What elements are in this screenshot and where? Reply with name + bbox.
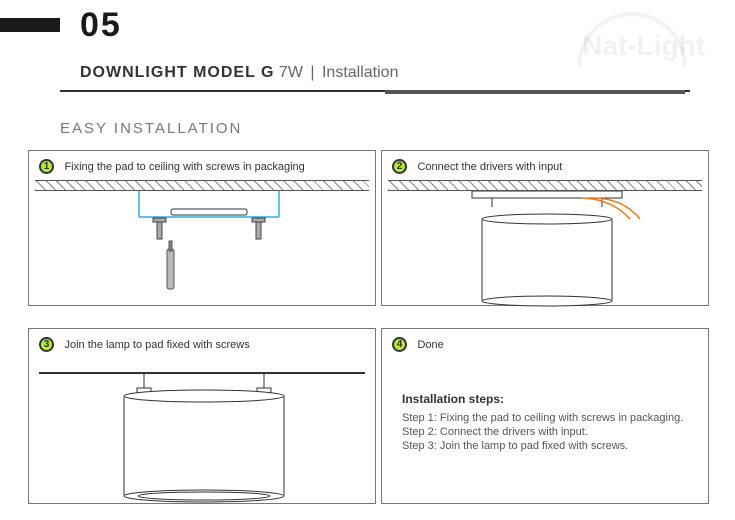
diagram-2 <box>382 180 708 191</box>
step-badge-4: 4 <box>392 337 407 352</box>
title-model: DOWNLIGHT MODEL G <box>80 64 274 81</box>
panel-step-1: 1 Fixing the pad to ceiling with screws … <box>28 150 376 306</box>
header-accent-bar <box>0 18 60 32</box>
title-watt: 7W <box>279 64 303 81</box>
section-heading: EASY INSTALLATION <box>60 120 242 137</box>
step-text-1: Fixing the pad to ceiling with screws in… <box>64 161 304 173</box>
step-text-3: Join the lamp to pad fixed with screws <box>64 339 249 351</box>
step-badge-2: 2 <box>392 159 407 174</box>
step-text-2: Connect the drivers with input <box>417 161 562 173</box>
title-separator: | <box>310 64 314 81</box>
page-title: DOWNLIGHT MODEL G 7W | Installation <box>80 64 398 82</box>
panel-step-3: 3 Join the lamp to pad fixed with screws <box>28 328 376 504</box>
panel-step-2: 2 Connect the drivers with input <box>381 150 709 306</box>
instructions-step-3: Step 3: Join the lamp to pad fixed with … <box>402 440 708 452</box>
step-text-4: Done <box>417 339 443 351</box>
panel-step-4: 4 Done Installation steps: Step 1: Fixin… <box>381 328 709 504</box>
instructions-step-1: Step 1: Fixing the pad to ceiling with s… <box>402 412 708 424</box>
installation-grid: 1 Fixing the pad to ceiling with screws … <box>28 150 710 504</box>
instructions-heading: Installation steps: <box>402 392 708 406</box>
diagram-3 <box>29 370 375 374</box>
title-section: Installation <box>322 64 399 81</box>
instructions-step-2: Step 2: Connect the drivers with input. <box>402 426 708 438</box>
diagram-1 <box>29 180 375 191</box>
page-number: 05 <box>80 6 122 45</box>
step-badge-3: 3 <box>39 337 54 352</box>
instructions-block: Installation steps: Step 1: Fixing the p… <box>382 392 708 452</box>
step-badge-1: 1 <box>39 159 54 174</box>
